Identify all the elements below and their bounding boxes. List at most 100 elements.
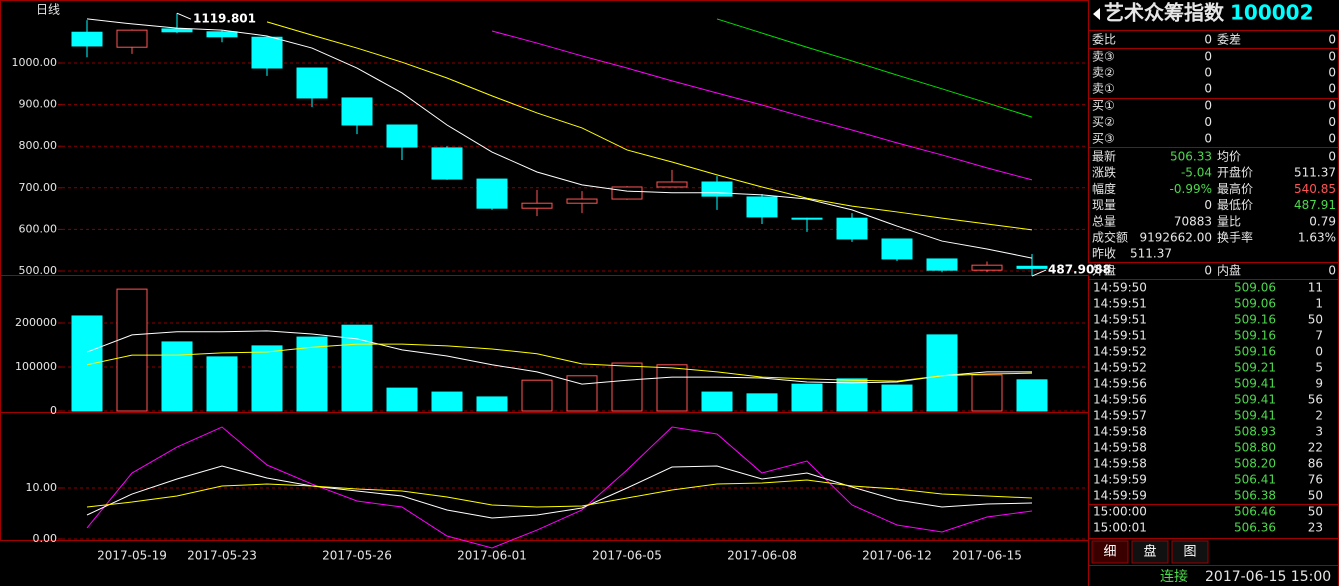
volume-bar: [161, 341, 193, 412]
trade-price: 509.06: [1234, 281, 1276, 295]
y-tick-label: 1000.00: [12, 56, 58, 69]
quote-cell: 外盘: [1092, 263, 1116, 278]
candle-body: [1016, 265, 1048, 269]
quote-cell: 买①: [1092, 99, 1115, 113]
trade-time: 14:59:59: [1093, 489, 1147, 503]
trade-volume: 50: [1308, 313, 1323, 327]
period-label: 日线: [36, 3, 60, 17]
ma-line: [86, 330, 1032, 385]
y-tick-label: 0: [50, 404, 57, 417]
quote-cell: 0: [1204, 99, 1212, 113]
quote-cell: 506.33: [1170, 150, 1212, 164]
quote-cell: 0: [1204, 66, 1212, 80]
candle-body: [971, 264, 1003, 271]
trade-volume: 50: [1308, 489, 1323, 503]
quote-cell: 0: [1204, 50, 1212, 64]
ma-line: [86, 465, 1033, 519]
volume-bar: [116, 288, 148, 412]
candle-body: [116, 29, 148, 48]
quote-cell: 1.63%: [1298, 231, 1336, 245]
candle-body: [386, 124, 418, 148]
quote-cell: 0: [1328, 33, 1336, 47]
candle-body: [71, 31, 103, 47]
candle-body: [476, 178, 508, 209]
trade-time: 15:00:00: [1093, 505, 1147, 519]
tab-label[interactable]: 盘: [1143, 544, 1156, 560]
trade-time: 14:59:58: [1093, 441, 1147, 455]
trade-price: 506.36: [1234, 521, 1276, 535]
quote-cell: 开盘价: [1217, 165, 1253, 180]
quote-cell: 卖②: [1092, 66, 1115, 80]
trade-price: 509.16: [1234, 345, 1276, 359]
trade-time: 14:59:57: [1093, 409, 1147, 423]
candle-body: [296, 67, 328, 99]
trade-volume: 7: [1315, 329, 1323, 343]
volume-bar: [251, 345, 283, 412]
candle-body: [161, 28, 193, 33]
tab[interactable]: [1131, 540, 1169, 564]
y-tick-label: 100000: [15, 360, 57, 373]
trade-volume: 56: [1308, 393, 1323, 407]
trade-volume: 5: [1315, 361, 1323, 375]
trade-volume: 2: [1315, 409, 1323, 423]
quote-cell: 0: [1204, 82, 1212, 96]
trade-time: 14:59:52: [1093, 345, 1147, 359]
candle-body: [566, 198, 598, 204]
candle-body: [431, 147, 463, 180]
quote-cell: 现量: [1092, 198, 1116, 212]
tab-label[interactable]: 图: [1183, 545, 1196, 560]
trade-time: 14:59:58: [1093, 457, 1147, 471]
volume-bar: [881, 384, 913, 412]
volume-bar: [701, 391, 733, 412]
y-tick-label: 600.00: [19, 222, 58, 235]
trade-price: 506.41: [1234, 473, 1276, 487]
trade-volume: 1: [1315, 297, 1323, 311]
quote-cell: 0: [1328, 264, 1336, 278]
quote-cell: 最低价: [1217, 198, 1253, 212]
candle-body: [926, 258, 958, 271]
quote-cell: 0: [1328, 99, 1336, 113]
trade-volume: 86: [1308, 457, 1323, 471]
quote-cell: 昨收: [1092, 247, 1116, 261]
candle-body: [656, 181, 688, 188]
trade-price: 509.16: [1234, 313, 1276, 327]
quote-cell: 540.85: [1294, 182, 1336, 196]
candle-body: [791, 217, 823, 220]
x-tick-label: 2017-06-12: [862, 549, 932, 563]
candle-body: [701, 181, 733, 197]
candle-body: [521, 202, 553, 209]
high-annotation: 1119.801: [193, 12, 256, 26]
tab-label[interactable]: 细: [1103, 545, 1116, 560]
y-tick-label: 900.00: [19, 98, 58, 111]
candle-body: [251, 36, 283, 69]
trade-volume: 9: [1315, 377, 1323, 391]
quote-cell: 涨跌: [1092, 165, 1116, 180]
ma-line: [86, 18, 1033, 259]
tab[interactable]: [1171, 540, 1209, 564]
candle-body: [206, 31, 238, 38]
instrument-code: 100002: [1230, 1, 1314, 25]
volume-bar: [341, 324, 373, 412]
low-pointer: [1031, 269, 1047, 277]
quote-cell: 幅度: [1092, 181, 1116, 196]
status-datetime: 2017-06-15 15:00: [1205, 569, 1331, 585]
quote-cell: -0.99%: [1170, 182, 1212, 196]
x-tick-label: 2017-05-23: [187, 549, 257, 563]
quote-cell: 0: [1204, 198, 1212, 212]
trade-time: 14:59:50: [1093, 281, 1147, 295]
quote-cell: 70883: [1174, 214, 1212, 228]
quote-cell: 0: [1204, 264, 1212, 278]
quote-cell: 0: [1328, 50, 1336, 64]
candle-body: [611, 186, 643, 200]
y-tick-label: 0.00: [33, 532, 58, 545]
trade-price: 508.93: [1234, 425, 1276, 439]
trade-price: 509.41: [1234, 393, 1276, 407]
back-arrow: [1093, 8, 1100, 20]
quote-cell: 委差: [1217, 33, 1241, 47]
trade-price: 509.41: [1234, 377, 1276, 391]
x-tick-label: 2017-06-01: [457, 549, 527, 563]
quote-cell: 9192662.00: [1139, 231, 1212, 245]
trade-volume: 50: [1308, 505, 1323, 519]
volume-bar: [296, 336, 328, 412]
tab[interactable]: [1091, 540, 1129, 564]
